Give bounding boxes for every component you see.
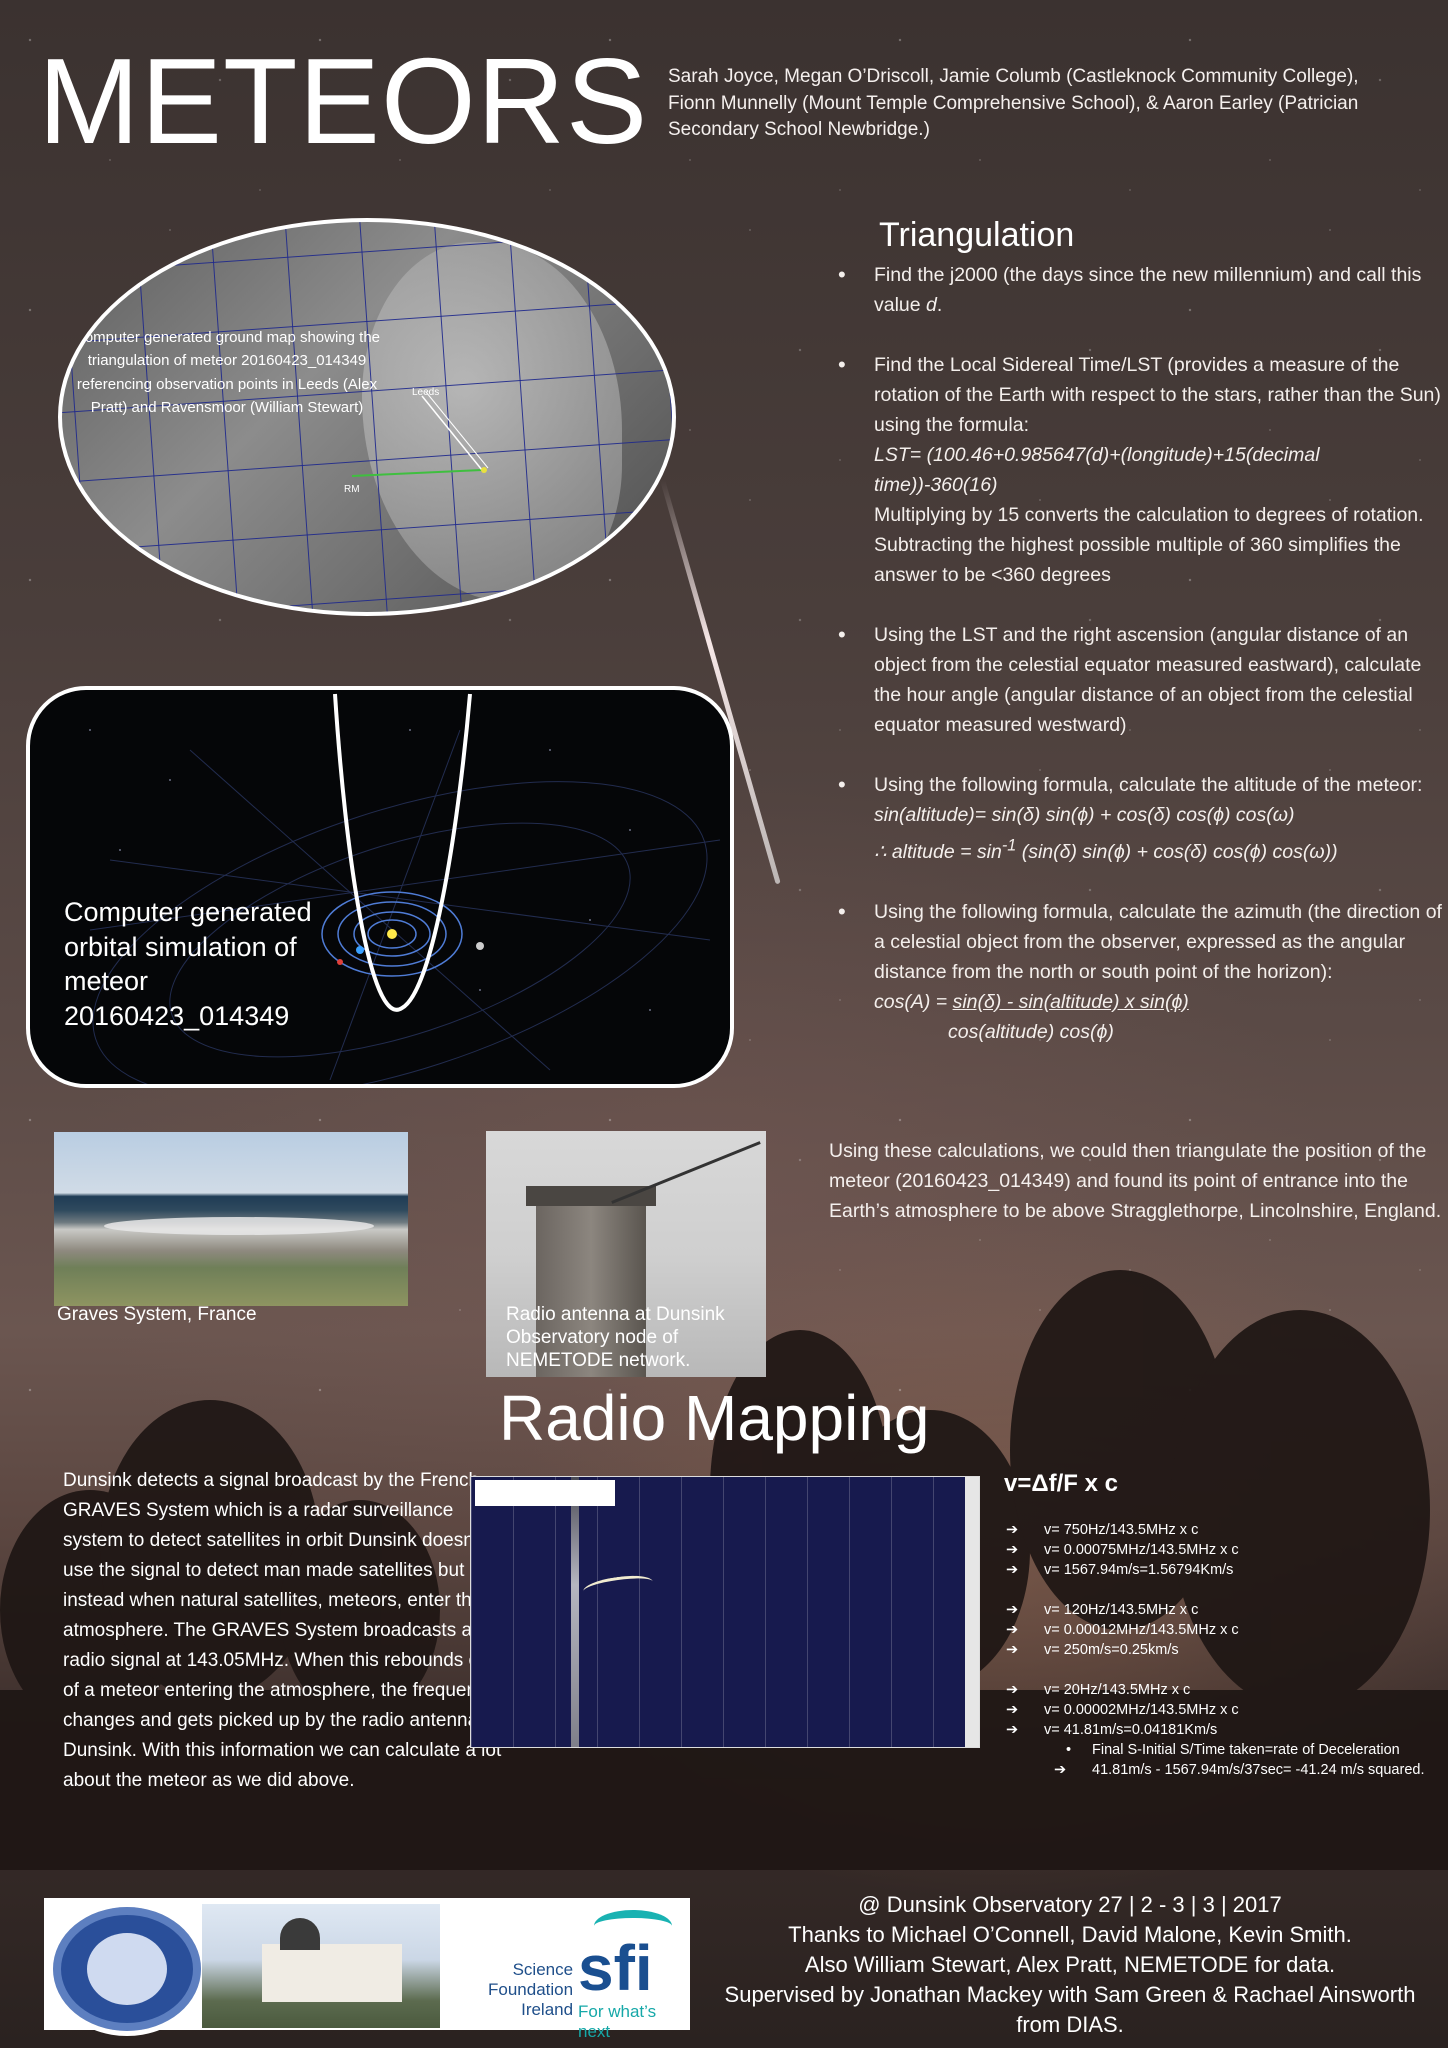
authors: Sarah Joyce, Megan O’Driscoll, Jamie Col… <box>668 66 1359 141</box>
graves-caption: Graves System, France <box>57 1304 257 1325</box>
radio-mapping-text: Dunsink detects a signal broadcast by th… <box>63 1470 502 1791</box>
step-azimuth: Using the following formula, calculate t… <box>838 897 1448 1047</box>
calc-line: v= 1567.94m/s=1.56794Km/s <box>1006 1560 1446 1580</box>
radio-mapping-heading: Radio Mapping <box>499 1382 930 1454</box>
triangulation-steps: Find the j2000 (the days since the new m… <box>838 260 1448 1077</box>
graves-system-photo <box>54 1132 408 1306</box>
orbit-diagram <box>89 693 721 1084</box>
lst-formula: LST= (100.46+0.985647(d)+(longitude)+15(… <box>874 444 1320 496</box>
azimuth-formula: cos(A) = sin(δ) - sin(altitude) x sin(ϕ) <box>874 990 1189 1013</box>
carrier-band <box>571 1477 579 1747</box>
altitude-inverse-formula: ∴ altitude = sin-1 (sin(δ) sin(ϕ) + cos(… <box>874 836 1338 863</box>
footer-date: @ Dunsink Observatory 27 | 2 - 3 | 3 | 2… <box>858 1892 1282 1917</box>
dunsink-antenna-photo <box>486 1131 766 1377</box>
calc-line: v= 20Hz/143.5MHz x c <box>1006 1680 1446 1700</box>
step-lst: Find the Local Sidereal Time/LST (provid… <box>838 350 1448 590</box>
acknowledgements: @ Dunsink Observatory 27 | 2 - 3 | 3 | 2… <box>710 1890 1430 2040</box>
calc-line: v= 0.00075MHz/143.5MHz x c <box>1006 1540 1446 1560</box>
sfi-swoosh-icon <box>594 1910 672 1942</box>
poster-title: METEORS <box>38 33 649 169</box>
calc-line: v= 250m/s=0.25km/s <box>1006 1640 1446 1660</box>
conclusion-text: Using these calculations, we could then … <box>829 1140 1442 1222</box>
sfi-logo: Science Foundation Ireland sfi For what’… <box>444 1898 690 2041</box>
calc-line: v= 0.00012MHz/143.5MHz x c <box>1006 1620 1446 1640</box>
azimuth-denominator: cos(altitude) cos(ϕ) <box>948 1020 1114 1043</box>
spectrogram-gridlines <box>471 1477 979 1747</box>
label-leeds: Leeds <box>412 387 440 398</box>
observatory-dome <box>280 1918 320 1950</box>
yagi-antenna <box>611 1141 761 1204</box>
spectrogram <box>470 1476 980 1748</box>
altitude-formula: sin(altitude)= sin(δ) sin(ϕ) + cos(δ) co… <box>874 804 1295 826</box>
calc-line: v= 120Hz/143.5MHz x c <box>1006 1600 1446 1620</box>
orbital-simulation: Computer generated orbital simulation of… <box>26 686 734 1088</box>
velocity-calculations: v= 750Hz/143.5MHz x c v= 0.00075MHz/143.… <box>1006 1520 1446 1780</box>
step-altitude: Using the following formula, calculate t… <box>838 770 1448 867</box>
tower-roof <box>526 1186 656 1206</box>
calc-line: v= 750Hz/143.5MHz x c <box>1006 1520 1446 1540</box>
orbit-caption: Computer generated orbital simulation of… <box>64 897 312 1031</box>
graves-antenna-array <box>104 1217 374 1235</box>
observatory-tower <box>536 1201 646 1377</box>
map-caption: Computer generated ground map showing th… <box>73 329 381 416</box>
spectrogram-info-box <box>475 1480 615 1506</box>
deceleration-note: Final S-Initial S/Time taken=rate of Dec… <box>1006 1740 1446 1760</box>
dunsink-caption: Radio antenna at Dunsink Observatory nod… <box>506 1304 725 1371</box>
spectrogram-scale <box>965 1477 979 1747</box>
triangulation-lines <box>351 391 489 477</box>
calc-line: v= 0.00002MHz/143.5MHz x c <box>1006 1700 1446 1720</box>
triangulation-heading: Triangulation <box>879 216 1075 254</box>
label-ravensmoor: RM <box>344 484 360 495</box>
footer-data-credits: Also William Stewart, Alex Pratt, NEMETO… <box>804 1952 1336 1977</box>
doppler-formula: v=Δf/F x c <box>1004 1470 1118 1497</box>
footer-supervisors: Supervised by Jonathan Mackey with Sam G… <box>724 1982 1416 2037</box>
step-j2000: Find the j2000 (the days since the new m… <box>838 260 1448 320</box>
step-hour-angle: Using the LST and the right ascension (a… <box>838 620 1448 740</box>
logo-strip: Science Foundation Ireland sfi For what’… <box>44 1898 690 2041</box>
ground-map: Computer generated ground map showing th… <box>58 218 676 616</box>
footer-thanks: Thanks to Michael O’Connell, David Malon… <box>788 1922 1352 1947</box>
deceleration-calc: 41.81m/s - 1567.94m/s/37sec= -41.24 m/s … <box>1006 1760 1446 1780</box>
calc-line: v= 41.81m/s=0.04181Km/s <box>1006 1720 1446 1740</box>
dias-seal-logo <box>48 1902 206 2036</box>
dunsink-observatory-photo <box>202 1904 440 2028</box>
